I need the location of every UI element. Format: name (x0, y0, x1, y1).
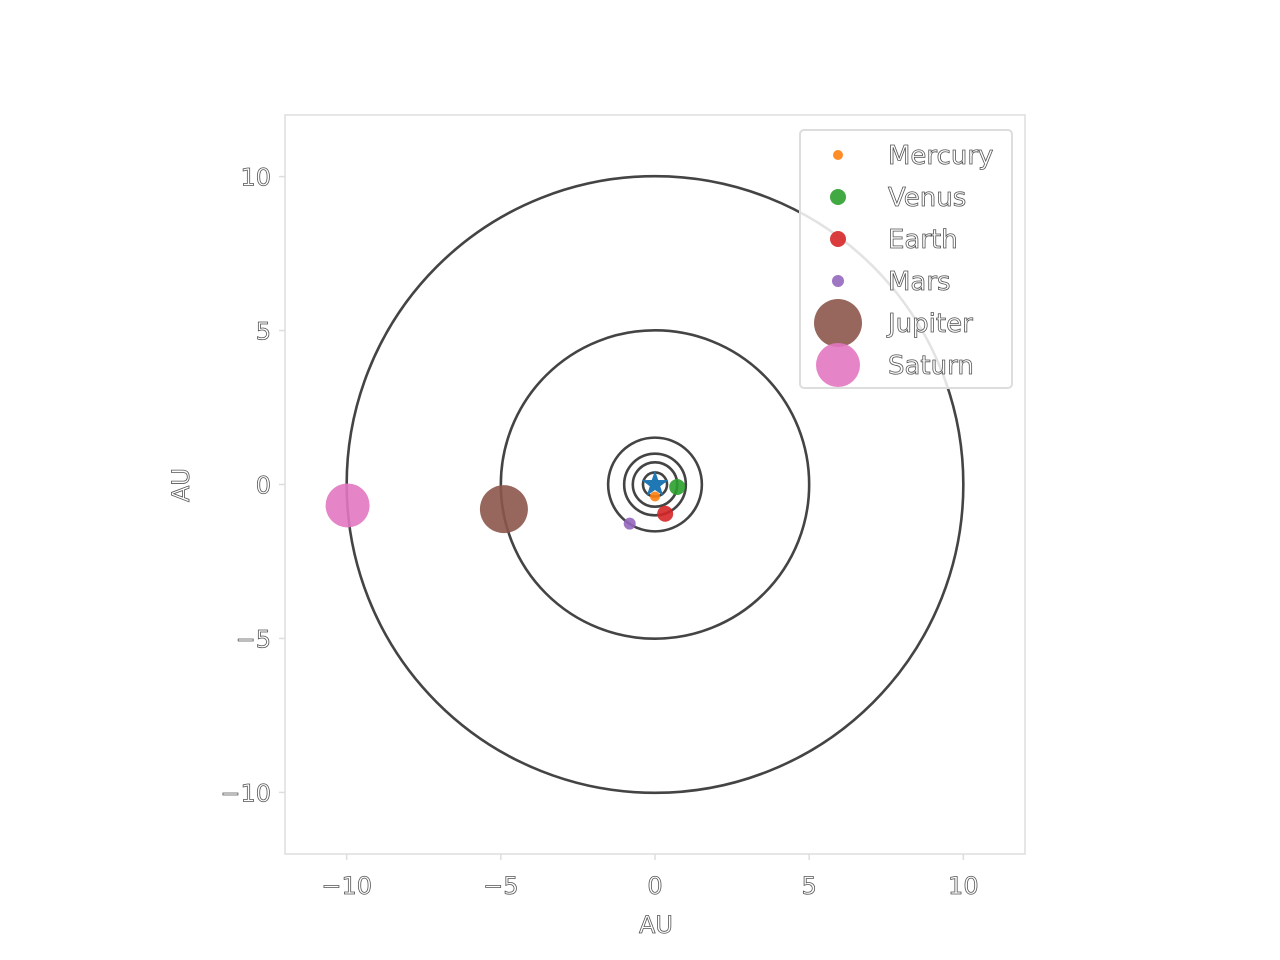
planet-saturn (325, 483, 370, 528)
x-tick-label: −10 (321, 872, 372, 900)
x-tick-label: −5 (483, 872, 518, 900)
orbit-3 (606, 436, 704, 533)
y-tick-label: 10 (240, 164, 271, 192)
legend: Mercury Venus Earth Mars Jupiter Saturn (799, 129, 1013, 389)
orbit-4 (499, 329, 811, 640)
legend-marker-saturn (816, 343, 860, 387)
x-tick-label: 0 (647, 872, 662, 900)
x-axis-label: AU (639, 911, 673, 939)
planet-mercury (650, 491, 660, 502)
y-axis-label: AU (167, 468, 195, 502)
y-tick-label: −5 (236, 625, 271, 653)
sun-group (641, 470, 669, 496)
planet-venus (669, 478, 686, 495)
legend-label-saturn: Saturn (888, 351, 974, 381)
y-tick-label: 0 (256, 472, 271, 500)
legend-label-earth: Earth (888, 225, 958, 255)
x-tick-label: 5 (802, 872, 817, 900)
legend-marker-venus (830, 189, 846, 205)
planet-jupiter (479, 485, 528, 534)
planet-mars (623, 517, 636, 530)
legend-marker-mercury (833, 150, 843, 160)
legend-marker-mars (832, 275, 844, 287)
legend-marker-earth (830, 231, 846, 247)
planets-group (325, 478, 686, 534)
legend-label-mercury: Mercury (888, 141, 993, 171)
orbit-2 (622, 452, 688, 517)
legend-label-jupiter: Jupiter (886, 309, 973, 339)
planet-earth (657, 505, 674, 522)
legend-label-mars: Mars (888, 267, 951, 297)
legend-marker-jupiter (814, 299, 862, 347)
y-tick-label: 5 (256, 318, 271, 346)
y-axis-ticks: −10 −5 0 5 10 (220, 163, 285, 808)
x-tick-label: 10 (948, 872, 979, 900)
sun-star-marker (641, 470, 669, 496)
x-axis-ticks: −10 −5 0 5 10 (321, 854, 979, 900)
legend-label-venus: Venus (888, 183, 966, 213)
y-tick-label: −10 (220, 779, 271, 807)
